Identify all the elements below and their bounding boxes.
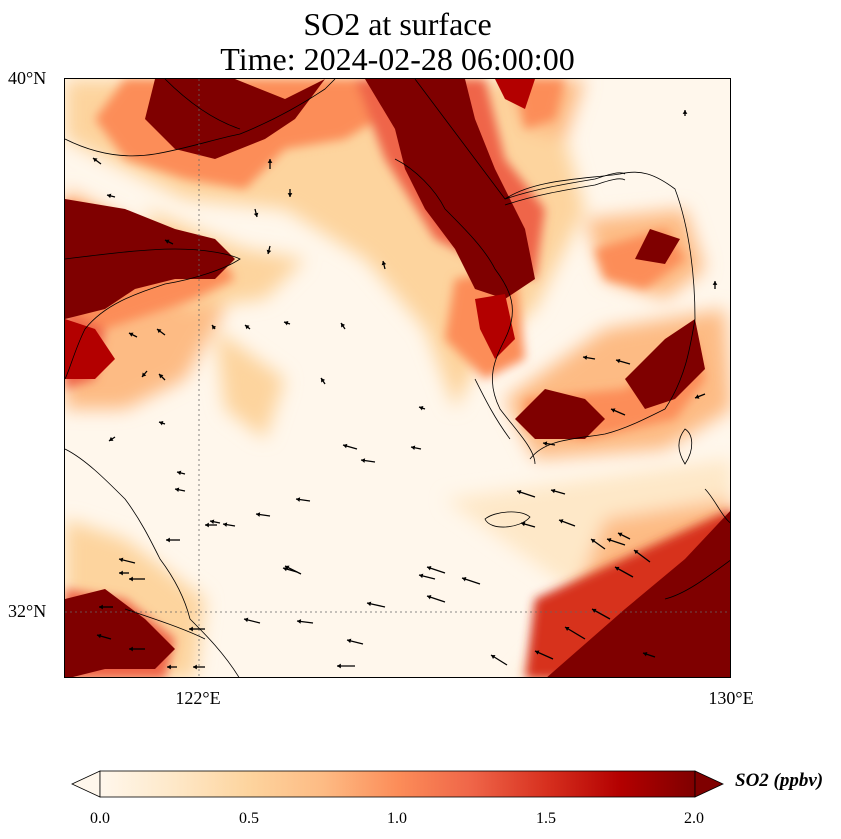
gridlines: [65, 79, 730, 677]
colorbar-tick-3: 1.5: [536, 810, 556, 827]
wind-vector-arrowhead: [193, 664, 197, 670]
concentration-field-core: [65, 79, 730, 677]
wind-vector-arrowhead: [517, 490, 522, 495]
lat-tick-32n: 32°N: [8, 601, 47, 621]
wind-vector-arrowhead: [491, 655, 496, 660]
wind-vector-arrowhead: [167, 664, 171, 670]
colorbar-gradient: [99, 770, 696, 798]
wind-vector-arrowhead: [165, 239, 170, 244]
lon-tick-122e: 122°E: [175, 688, 221, 708]
wind-vector-arrowhead: [559, 519, 564, 524]
wind-vector-arrowhead: [129, 576, 133, 582]
wind-vector-arrowhead: [341, 323, 346, 328]
wind-vector-arrowhead: [245, 325, 250, 330]
wind-vector-arrowhead: [210, 519, 215, 525]
wind-vector-arrowhead: [634, 550, 639, 555]
wind-vector-arrowhead: [205, 522, 209, 528]
wind-vector-arrowhead: [427, 566, 432, 571]
wind-vector-arrowhead: [565, 626, 570, 631]
colorbar-tick-4: 2.0: [684, 810, 704, 827]
map-title: SO2 at surface: [303, 6, 492, 42]
wind-vector-arrowhead: [618, 532, 623, 537]
wind-vector-arrowhead: [166, 537, 170, 543]
wind-vector-arrowhead: [159, 421, 164, 426]
wind-vector-arrowhead: [321, 378, 326, 383]
map-subtitle-time: Time: 2024-02-28 06:00:00: [220, 41, 575, 77]
wind-vector-arrowhead: [616, 358, 621, 364]
wind-vector-arrowhead: [285, 565, 290, 570]
wind-vector-arrowhead: [142, 372, 147, 377]
colorbar-label: SO2 (ppbv): [735, 770, 824, 791]
wind-vector-arrowhead: [367, 601, 372, 607]
wind-vector-arrowhead: [583, 355, 588, 360]
wind-vector-arrowhead: [244, 617, 249, 623]
wind-vector-arrowhead: [337, 663, 341, 669]
wind-vector-arrowhead: [287, 193, 293, 197]
wind-vector-arrowhead: [607, 538, 612, 543]
wind-vector-arrowhead: [129, 332, 134, 337]
wind-vector-arrow: [564, 626, 586, 640]
wind-vector-arrowhead: [521, 521, 526, 527]
wind-vector-arrowhead: [615, 566, 620, 571]
wind-vector-arrowhead: [266, 249, 272, 254]
so2-map-svg: [65, 79, 730, 677]
wind-vector-arrowhead: [119, 570, 123, 576]
wind-vector-arrowhead: [212, 325, 217, 330]
wind-vector-arrowhead: [223, 522, 228, 527]
coastlines: [65, 79, 730, 677]
colorbar-tick-1: 0.5: [239, 810, 259, 827]
wind-vector-arrowhead: [543, 441, 548, 446]
wind-vector-arrowhead: [427, 595, 432, 600]
wind-vector-arrowhead: [297, 619, 302, 624]
wind-vector-arrowhead: [411, 445, 416, 451]
colorbar-svg: [71, 770, 724, 798]
colorbar-max-extend: [694, 770, 724, 798]
wind-vector-arrowhead: [109, 436, 114, 441]
wind-vector-arrowhead: [99, 604, 103, 610]
wind-vector-arrowhead: [284, 321, 289, 326]
lat-tick-40n: 40°N: [8, 68, 47, 88]
wind-vector-arrowhead: [551, 488, 556, 494]
colorbar-tick-0: 0.0: [90, 810, 110, 827]
so2-map-plot: [64, 78, 731, 678]
wind-vector-arrowhead: [157, 329, 162, 334]
wind-vector-arrowhead: [462, 577, 467, 582]
wind-vector-arrowhead: [129, 646, 133, 652]
wind-vector-arrowhead: [347, 638, 352, 644]
lon-tick-130e: 130°E: [708, 688, 754, 708]
wind-vector-arrowhead: [712, 281, 718, 285]
wind-vector-arrowhead: [535, 650, 540, 655]
wind-vector-arrowhead: [93, 158, 98, 163]
wind-vector-arrowhead: [107, 193, 112, 199]
wind-vector-arrowhead: [253, 212, 259, 217]
wind-vector-arrowhead: [611, 408, 616, 413]
wind-vector-arrowhead: [159, 374, 164, 379]
wind-vector-arrowhead: [296, 497, 301, 502]
wind-vector-arrowhead: [695, 394, 700, 399]
wind-vector-arrowhead: [175, 487, 180, 493]
wind-vector-arrowhead: [177, 470, 182, 476]
border-lines: [504, 172, 626, 206]
colorbar-min-extend: [71, 770, 101, 798]
wind-vector-arrowhead: [256, 512, 261, 517]
wind-vector-arrowhead: [591, 539, 596, 544]
wind-vector-arrowhead: [361, 458, 366, 463]
wind-vector-arrowhead: [267, 159, 273, 163]
wind-vector-arrowhead: [592, 608, 597, 613]
wind-vector-arrowhead: [381, 261, 387, 266]
wind-vectors: [92, 110, 718, 670]
wind-vector-arrowhead: [119, 557, 124, 563]
wind-vector-arrowhead: [643, 652, 648, 657]
colorbar-tick-2: 1.0: [387, 810, 407, 827]
wind-vector-arrowhead: [682, 110, 688, 114]
wind-vector-arrowhead: [343, 443, 348, 449]
wind-vector-arrowhead: [97, 633, 102, 639]
wind-vector-arrowhead: [419, 573, 424, 579]
wind-vector-arrowhead: [419, 406, 424, 411]
wind-vector-arrowhead: [189, 626, 193, 632]
